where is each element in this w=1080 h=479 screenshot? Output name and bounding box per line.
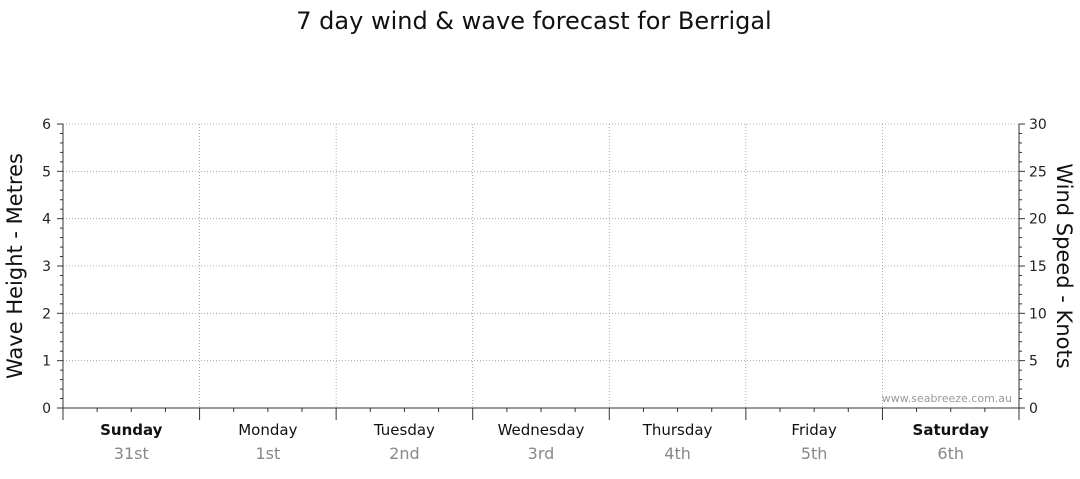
- right-tick-label: 15: [1029, 259, 1047, 275]
- right-tick-label: 30: [1029, 117, 1047, 133]
- day-label: Monday: [238, 421, 297, 439]
- right-tick-label: 0: [1029, 401, 1038, 417]
- day-label: Sunday: [100, 421, 163, 439]
- left-tick-label: 5: [42, 164, 51, 180]
- day-label: Thursday: [642, 421, 713, 439]
- date-label: 4th: [664, 444, 691, 463]
- right-axis-label: Wind Speed - Knots: [1052, 163, 1076, 368]
- right-tick-label: 5: [1029, 354, 1038, 370]
- chart-title: 7 day wind & wave forecast for Berrigal: [296, 7, 771, 35]
- left-tick-label: 3: [42, 259, 51, 275]
- right-tick-label: 10: [1029, 306, 1047, 322]
- tick-labels: 0 1 2 3 4 5 6 0 5 10 15 20 25 30: [42, 117, 1047, 417]
- left-tick-label: 6: [42, 117, 51, 133]
- right-tick-label: 20: [1029, 212, 1047, 228]
- date-label: 3rd: [528, 444, 555, 463]
- day-label: Wednesday: [498, 421, 585, 439]
- left-tick-label: 1: [42, 354, 51, 370]
- date-label: 2nd: [389, 444, 419, 463]
- grid-lines: [63, 123, 1019, 408]
- left-axis-label: Wave Height - Metres: [3, 153, 27, 379]
- watermark-text: www.seabreeze.com.au: [882, 392, 1012, 405]
- axes: [57, 123, 1025, 420]
- date-label: 6th: [937, 444, 964, 463]
- day-labels: Sunday 31st Monday 1st Tuesday 2nd Wednesday 3r…: [100, 421, 989, 463]
- date-label: 1st: [255, 444, 280, 463]
- day-label: Saturday: [913, 421, 990, 439]
- right-tick-label: 25: [1029, 164, 1047, 180]
- day-label: Tuesday: [373, 421, 435, 439]
- left-tick-label: 2: [42, 306, 51, 322]
- left-tick-label: 4: [42, 212, 51, 228]
- left-tick-label: 0: [42, 401, 51, 417]
- date-label: 5th: [801, 444, 828, 463]
- date-label: 31st: [114, 444, 149, 463]
- day-label: Friday: [791, 421, 837, 439]
